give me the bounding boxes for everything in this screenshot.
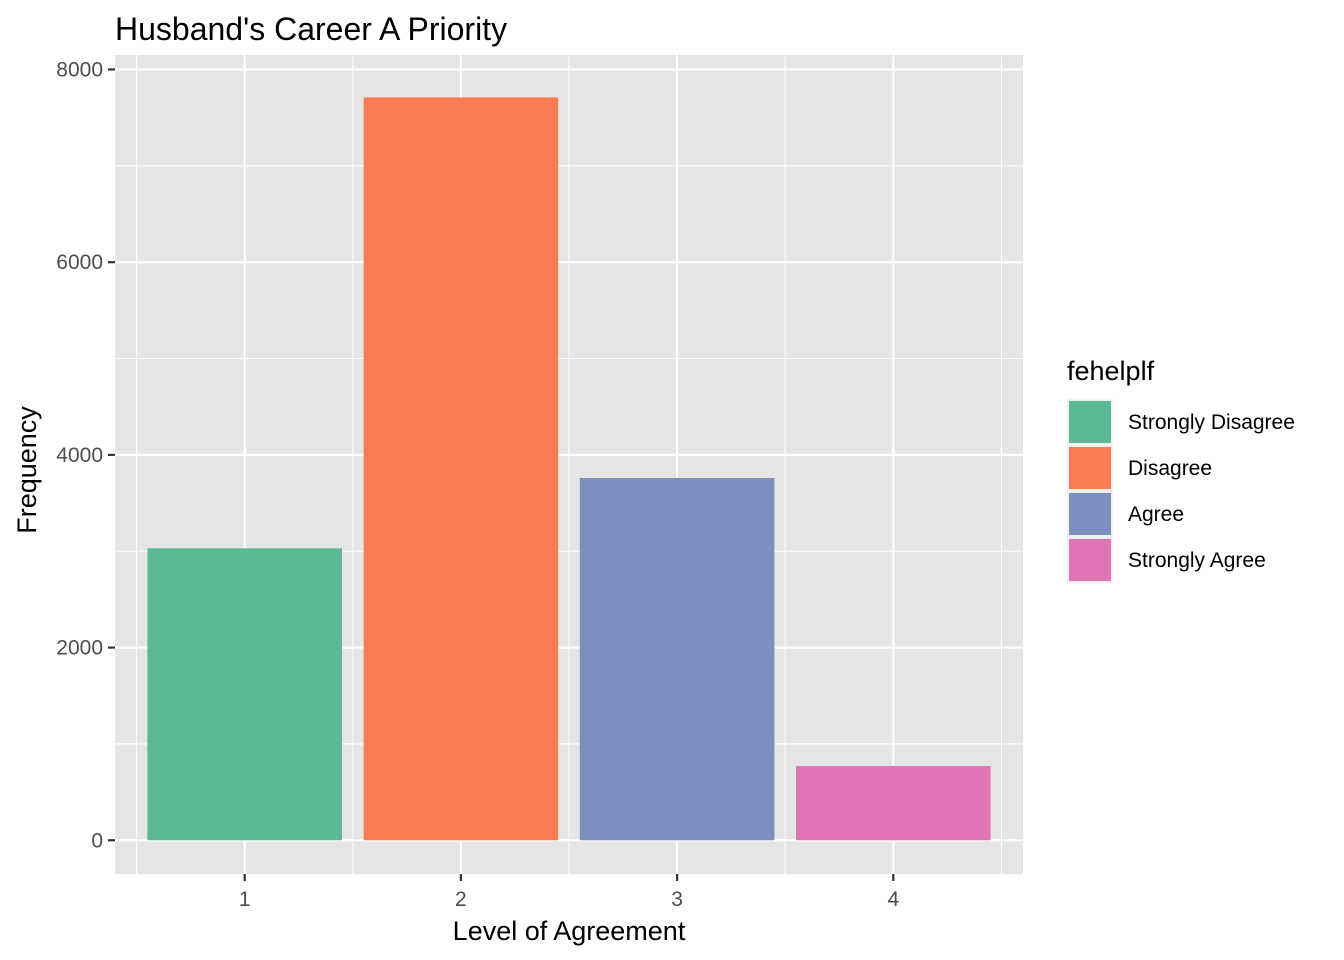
legend-label: Strongly Disagree <box>1128 411 1295 434</box>
legend-items: Strongly Disagree Disagree Agree Strongly A… <box>1067 399 1295 583</box>
legend-label: Disagree <box>1128 457 1212 480</box>
y-axis: 0 2000 4000 6000 8000 <box>56 58 115 852</box>
legend-swatch <box>1069 493 1111 535</box>
y-tick-label: 8000 <box>56 58 103 81</box>
legend-swatch <box>1069 539 1111 581</box>
x-tick-label: 3 <box>671 888 683 911</box>
bar-3 <box>579 477 775 841</box>
legend-title: fehelplf <box>1067 356 1155 386</box>
x-tick-label: 2 <box>455 888 467 911</box>
x-axis-title: Level of Agreement <box>453 916 686 946</box>
legend-swatch <box>1069 401 1111 443</box>
y-axis-title: Frequency <box>12 406 42 534</box>
legend: fehelplf Strongly DisagreeDisagreeAgreeS… <box>1067 356 1295 583</box>
legend-swatch <box>1069 447 1111 489</box>
y-tick-label: 0 <box>91 829 103 852</box>
bar-4 <box>796 766 991 841</box>
x-tick-label: 4 <box>887 888 899 911</box>
legend-label: Strongly Agree <box>1128 549 1266 572</box>
bars-group <box>147 97 991 841</box>
legend-label: Agree <box>1128 503 1184 526</box>
y-tick-label: 2000 <box>56 637 103 660</box>
y-tick-label: 4000 <box>56 444 103 467</box>
chart-title: Husband's Career A Priority <box>115 11 507 47</box>
x-tick-label: 1 <box>239 888 251 911</box>
y-tick-label: 6000 <box>56 251 103 274</box>
bar-1 <box>147 548 342 841</box>
bar-2 <box>363 97 559 841</box>
x-axis: 1 2 3 4 <box>239 874 899 911</box>
